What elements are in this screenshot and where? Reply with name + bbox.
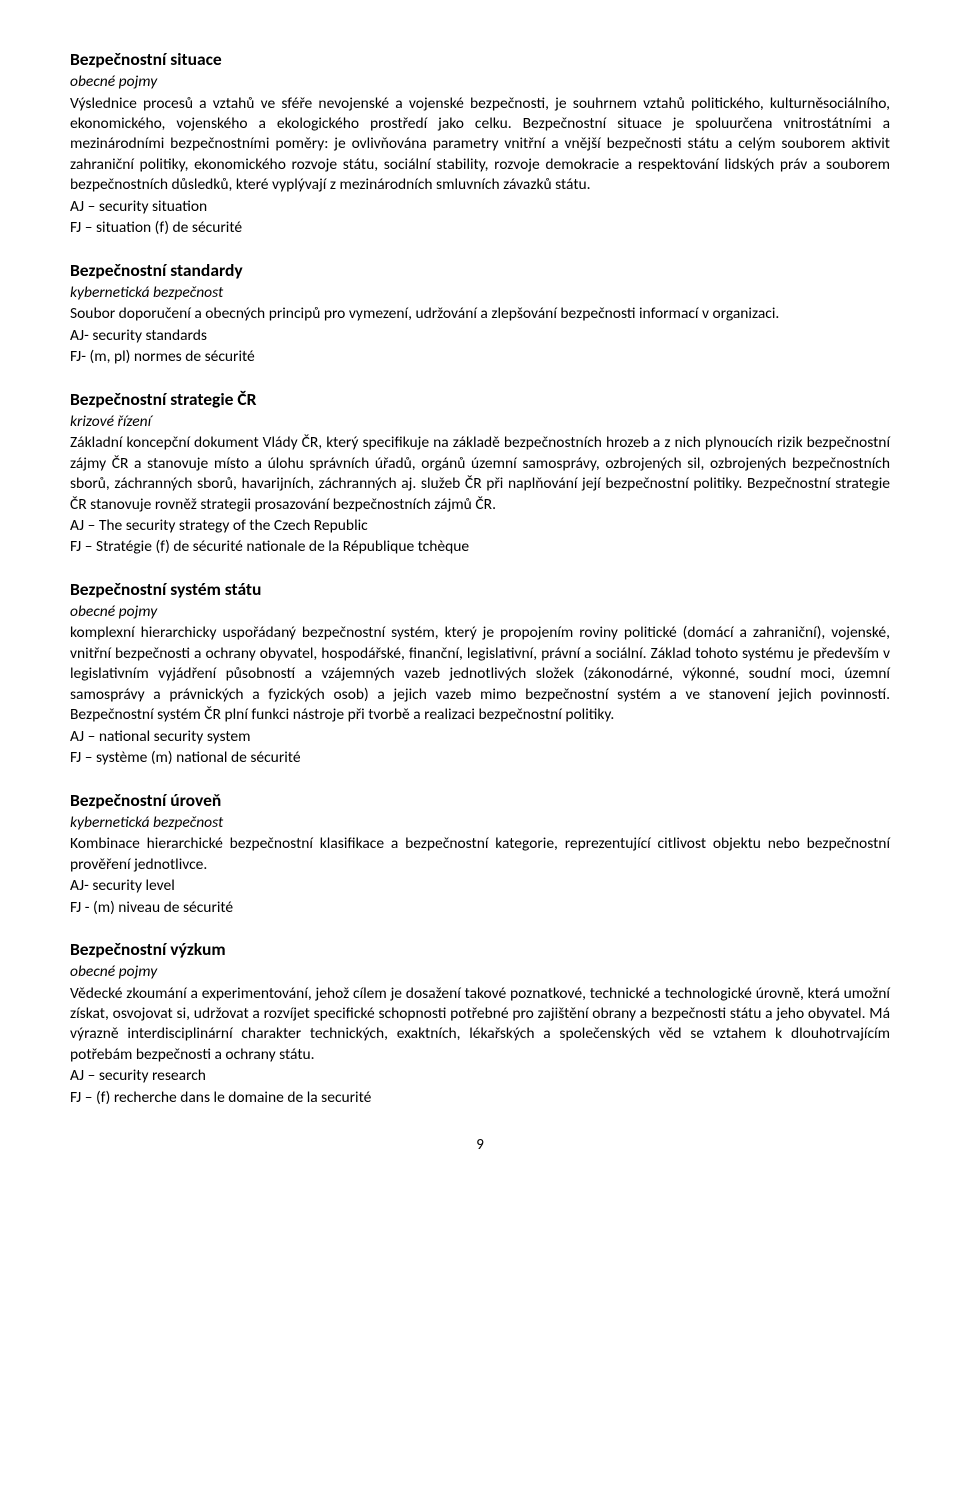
term-title: Bezpečnostní situace xyxy=(70,48,890,71)
term-definition: Vědecké zkoumání a experimentování, jeho… xyxy=(70,984,890,1066)
term-translation-fj: FJ – système (m) national de sécurité xyxy=(70,748,890,768)
glossary-entry: Bezpečnostní standardy kybernetická bezp… xyxy=(70,259,890,368)
term-definition: komplexní hierarchicky uspořádaný bezpeč… xyxy=(70,623,890,725)
term-translation-aj: AJ – The security strategy of the Czech … xyxy=(70,516,890,536)
term-title: Bezpečnostní výzkum xyxy=(70,938,890,961)
glossary-entry: Bezpečnostní systém státu obecné pojmy k… xyxy=(70,578,890,769)
term-translation-aj: AJ – security situation xyxy=(70,197,890,217)
term-translation-aj: AJ- security level xyxy=(70,876,890,896)
term-translation-fj: FJ - (m) niveau de sécurité xyxy=(70,898,890,918)
term-definition: Výslednice procesů a vztahů ve sféře nev… xyxy=(70,94,890,196)
term-category: obecné pojmy xyxy=(70,962,890,982)
term-definition: Soubor doporučení a obecných principů pr… xyxy=(70,304,890,324)
term-title: Bezpečnostní strategie ČR xyxy=(70,388,890,411)
term-definition: Kombinace hierarchické bezpečnostní klas… xyxy=(70,834,890,875)
term-category: krizové řízení xyxy=(70,412,890,432)
term-translation-aj: AJ – national security system xyxy=(70,727,890,747)
glossary-entry: Bezpečnostní strategie ČR krizové řízení… xyxy=(70,388,890,558)
term-title: Bezpečnostní systém státu xyxy=(70,578,890,601)
term-category: obecné pojmy xyxy=(70,72,890,92)
glossary-entry: Bezpečnostní situace obecné pojmy Výsled… xyxy=(70,48,890,239)
term-title: Bezpečnostní úroveň xyxy=(70,789,890,812)
term-translation-aj: AJ – security research xyxy=(70,1066,890,1086)
term-translation-fj: FJ- (m, pl) normes de sécurité xyxy=(70,347,890,367)
term-translation-aj: AJ- security standards xyxy=(70,326,890,346)
term-category: kybernetická bezpečnost xyxy=(70,813,890,833)
glossary-entry: Bezpečnostní výzkum obecné pojmy Vědecké… xyxy=(70,938,890,1108)
term-translation-fj: FJ – situation (f) de sécurité xyxy=(70,218,890,238)
term-title: Bezpečnostní standardy xyxy=(70,259,890,282)
term-category: kybernetická bezpečnost xyxy=(70,283,890,303)
page-number: 9 xyxy=(70,1136,890,1156)
term-definition: Základní koncepční dokument Vlády ČR, kt… xyxy=(70,433,890,515)
glossary-entry: Bezpečnostní úroveň kybernetická bezpečn… xyxy=(70,789,890,918)
term-translation-fj: FJ – Stratégie (f) de sécurité nationale… xyxy=(70,537,890,557)
term-translation-fj: FJ – (f) recherche dans le domaine de la… xyxy=(70,1088,890,1108)
term-category: obecné pojmy xyxy=(70,602,890,622)
